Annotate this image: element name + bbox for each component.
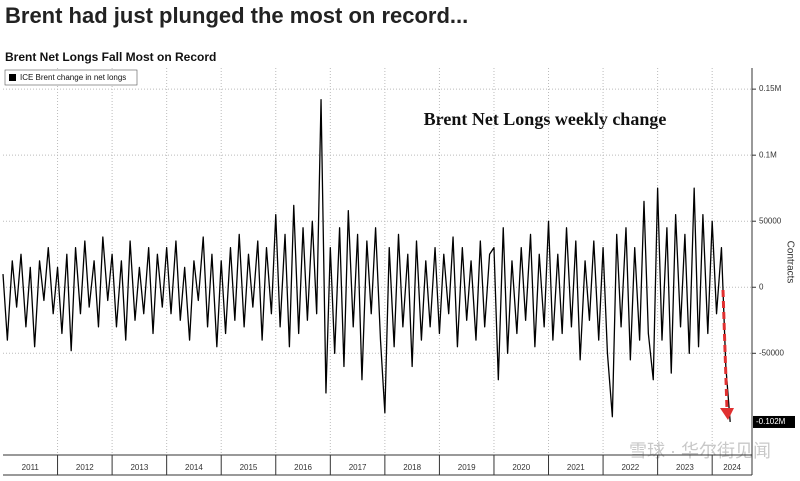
x-tick-label: 2020 — [512, 463, 530, 472]
annotation: Brent Net Longs weekly change — [424, 109, 667, 129]
legend-label: ICE Brent change in net longs — [20, 73, 126, 82]
x-tick-label: 2016 — [294, 463, 312, 472]
data-line — [2, 99, 731, 423]
y-tick-label: -50000 — [759, 348, 784, 357]
x-tick-label: 2013 — [130, 463, 148, 472]
x-tick-label: 2023 — [676, 463, 694, 472]
x-tick-label: 2022 — [621, 463, 639, 472]
chart-title: Brent had just plunged the most on recor… — [5, 3, 468, 28]
x-tick-label: 2018 — [403, 463, 421, 472]
y-tick-label: 0.1M — [759, 150, 777, 159]
y-tick-label: 50000 — [759, 216, 782, 225]
chart-subtitle: Brent Net Longs Fall Most on Record — [5, 50, 216, 64]
x-tick-label: 2012 — [76, 463, 94, 472]
x-tick-label: 2019 — [458, 463, 476, 472]
legend-swatch — [9, 74, 16, 81]
x-tick-label: 2024 — [723, 463, 741, 472]
y-tick-label: 0.15M — [759, 84, 782, 93]
watermark: 雪球 · 华尔街见闻 — [629, 441, 771, 461]
x-tick-label: 2017 — [349, 463, 367, 472]
legend-box — [4, 69, 138, 86]
legend: ICE Brent change in net longs — [4, 69, 138, 86]
last-value-label: -0.102M — [756, 417, 786, 426]
x-tick-label: 2011 — [22, 463, 40, 472]
x-tick-label: 2015 — [240, 463, 258, 472]
x-tick-label: 2014 — [185, 463, 203, 472]
last-value-box — [753, 415, 795, 428]
y-tick-label: 0 — [759, 282, 764, 291]
y-axis-label: Contracts — [784, 241, 795, 284]
x-tick-label: 2021 — [567, 463, 585, 472]
arrow-shaft — [721, 289, 729, 411]
arrow-head — [720, 408, 734, 420]
